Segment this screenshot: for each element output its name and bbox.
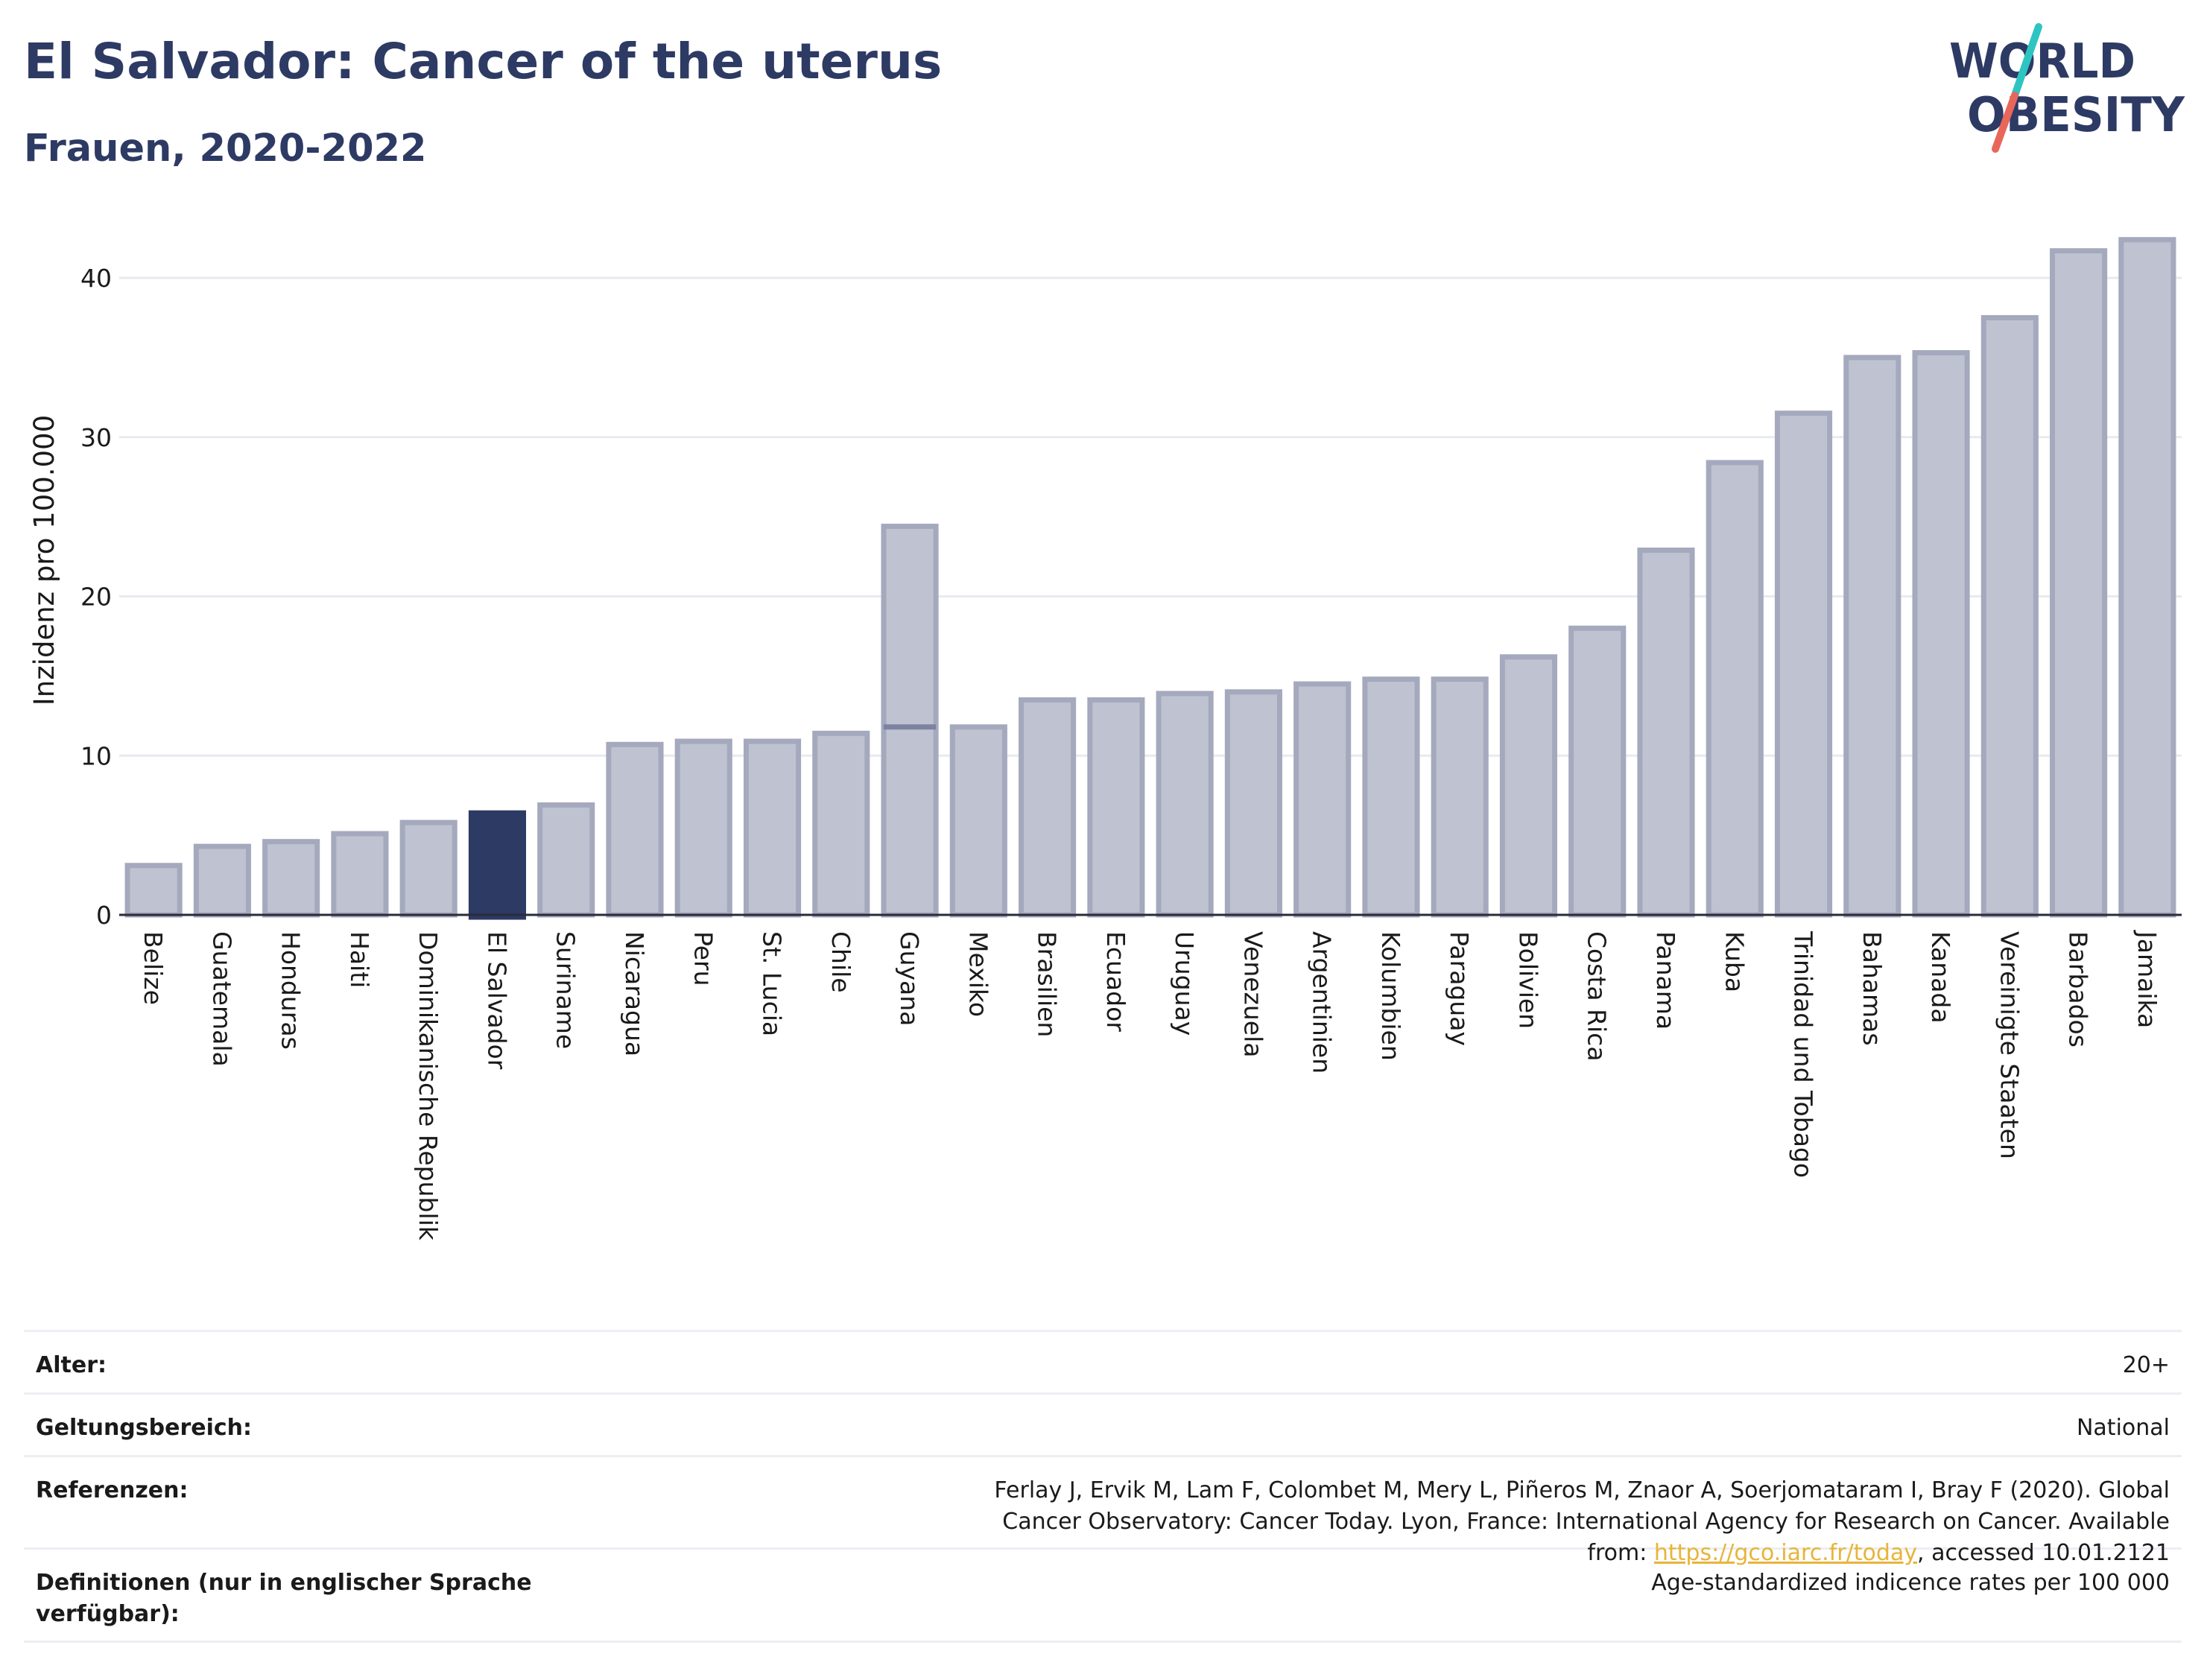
bar-st-lucia — [743, 738, 802, 918]
y-axis-title: Inzidenz pro 100.000 — [28, 415, 60, 706]
info-value-definitions: Age-standardized indicence rates per 100… — [1651, 1570, 2170, 1596]
info-row-references: Referenzen: Ferlay J, Ervik M, Lam F, Co… — [24, 1455, 2182, 1566]
bar-jamaika — [2118, 237, 2176, 918]
y-tick-label-20: 20 — [80, 583, 112, 612]
info-row-scope: Geltungsbereich: National — [24, 1392, 2182, 1455]
bar-kanada — [1912, 349, 1970, 918]
x-tick-label-guyana: Guyana — [895, 931, 924, 1026]
bar-vereinigte-staaten — [1980, 314, 2039, 918]
logo-slash-teal — [2011, 23, 2042, 99]
x-tick-label-bolivien: Bolivien — [1513, 931, 1542, 1029]
x-tick-label-bahamas: Bahamas — [1858, 931, 1887, 1046]
world-obesity-logo: WORLD OBESITY — [1949, 23, 2185, 153]
x-tick-label-jamaika: Jamaika — [2132, 930, 2162, 1028]
x-tick-label-ecuador: Ecuador — [1101, 931, 1130, 1032]
x-tick-label-haiti: Haiti — [345, 931, 374, 988]
bar-haiti — [331, 831, 389, 918]
y-tick-label-0: 0 — [96, 901, 112, 930]
info-key-definitions: Definitionen (nur in englischer Sprache … — [36, 1570, 532, 1627]
x-tick-label-uruguay: Uruguay — [1170, 931, 1199, 1036]
page-title: El Salvador: Cancer of the uterus — [24, 33, 943, 90]
x-tick-label-venezuela: Venezuela — [1238, 931, 1267, 1057]
x-tick-label-costa-rica: Costa Rica — [1583, 931, 1612, 1062]
bar-honduras — [262, 839, 320, 918]
reference-text: Ferlay J, Ervik M, Lam F, Colombet M, Me… — [994, 1477, 2170, 1566]
x-tick-label-mexiko: Mexiko — [963, 931, 992, 1017]
page-subtitle: Frauen, 2020-2022 — [24, 127, 427, 171]
info-value-age: 20+ — [2122, 1352, 2170, 1378]
reference-accessed: , accessed 10.01.2121 — [1917, 1540, 2170, 1566]
category-labels: Belize Guatemala Honduras Haiti Dominikanisc… — [139, 930, 2162, 1241]
x-tick-label-chile: Chile — [826, 931, 855, 993]
bar-chart: Belize Guatemala Honduras Haiti Dominikanisc… — [28, 237, 2182, 1241]
y-axis-ticks: 0 10 20 30 40 — [80, 264, 112, 930]
info-table: Alter: 20+ Geltungsbereich: National Ref… — [24, 1330, 2182, 1643]
logo-word-world: WORLD — [1949, 34, 2135, 89]
x-tick-label-panama: Panama — [1651, 931, 1680, 1030]
bars — [119, 237, 2182, 920]
bar-paraguay — [1431, 676, 1489, 918]
bar-chile — [812, 730, 870, 918]
bar-peru — [674, 738, 732, 918]
info-row-age: Alter: 20+ — [24, 1330, 2182, 1392]
x-tick-label-argentinien: Argentinien — [1308, 931, 1337, 1074]
x-tick-label-barbados: Barbados — [2064, 931, 2093, 1047]
x-tick-label-trinidad-und-tobago: Trinidad und Tobago — [1789, 931, 1818, 1178]
bar-mexiko — [949, 724, 1007, 918]
bar-venezuela — [1224, 689, 1282, 918]
bar-costa-rica — [1568, 625, 1627, 918]
info-value-scope: National — [2076, 1415, 2170, 1441]
info-value-references: Ferlay J, Ervik M, Lam F, Colombet M, Me… — [572, 1475, 2170, 1566]
bar-belize — [124, 863, 183, 918]
y-tick-label-10: 10 — [80, 741, 112, 770]
bar-guatemala — [193, 843, 251, 918]
bar-nicaragua — [606, 741, 664, 918]
x-tick-label-belize: Belize — [139, 931, 168, 1005]
x-tick-label-kanada: Kanada — [1926, 931, 1955, 1024]
bar-barbados — [2050, 248, 2108, 918]
x-tick-label-st-lucia: St. Lucia — [758, 931, 787, 1036]
logo-slash-red — [1992, 92, 2018, 153]
x-tick-label-peru: Peru — [688, 931, 718, 986]
x-tick-label-kuba: Kuba — [1720, 931, 1749, 992]
bar-ecuador — [1087, 697, 1145, 918]
info-row-definitions: Definitionen (nur in englischer Sprache … — [24, 1547, 2182, 1643]
x-tick-label-guatemala: Guatemala — [207, 931, 236, 1067]
bar-brasilien — [1019, 697, 1077, 918]
bar-trinidad-und-tobago — [1774, 411, 1833, 918]
info-key-scope: Geltungsbereich: — [36, 1415, 253, 1441]
x-tick-label-nicaragua: Nicaragua — [620, 931, 649, 1056]
bar-kolumbien — [1362, 676, 1420, 918]
y-tick-label-40: 40 — [80, 264, 112, 293]
bar-uruguay — [1156, 691, 1214, 918]
x-tick-label-vereinigte-staaten: Vereinigte Staaten — [1995, 931, 2024, 1159]
bar-dominikanische-republik — [399, 820, 457, 918]
bar-el-salvador — [468, 810, 527, 920]
bar-suriname — [537, 802, 595, 918]
bar-bolivien — [1499, 654, 1558, 918]
info-key-age: Alter: — [36, 1352, 107, 1378]
grid-lines — [119, 276, 2182, 757]
bar-bahamas — [1843, 355, 1901, 918]
x-tick-label-dominikanische-republik: Dominikanische Republik — [414, 931, 443, 1241]
x-tick-label-paraguay: Paraguay — [1445, 931, 1474, 1046]
x-tick-label-honduras: Honduras — [276, 931, 305, 1050]
bar-panama — [1637, 548, 1695, 918]
bar-guyana — [881, 523, 939, 918]
info-key-references: Referenzen: — [36, 1477, 189, 1503]
bar-kuba — [1706, 460, 1764, 918]
x-tick-label-el-salvador: El Salvador — [482, 931, 511, 1070]
x-tick-label-kolumbien: Kolumbien — [1376, 931, 1405, 1061]
reference-link[interactable]: https://gco.iarc.fr/today — [1653, 1540, 1918, 1566]
x-tick-label-suriname: Suriname — [551, 931, 580, 1049]
x-tick-label-brasilien: Brasilien — [1033, 931, 1062, 1037]
bar-argentinien — [1293, 681, 1352, 918]
y-tick-label-30: 30 — [80, 423, 112, 452]
